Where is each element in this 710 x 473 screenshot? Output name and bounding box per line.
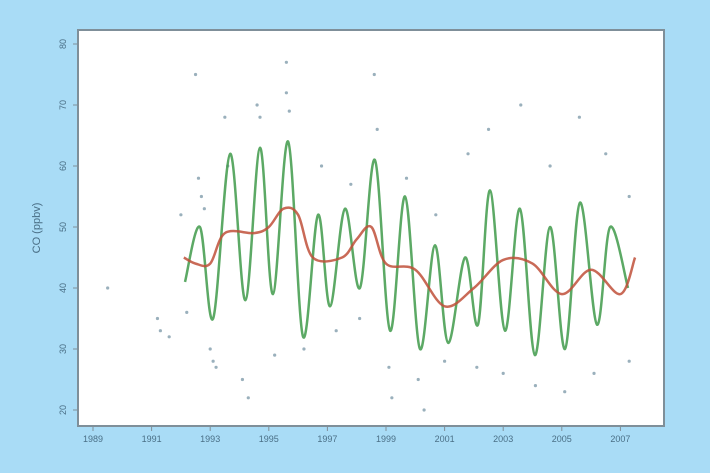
observation-point <box>548 164 552 168</box>
observation-point <box>372 72 376 77</box>
observation-point <box>627 194 631 199</box>
observation-point <box>443 359 447 363</box>
observation-point <box>319 164 324 168</box>
y-tick-label: 80 <box>58 39 68 49</box>
x-tick-label: 1993 <box>200 434 220 444</box>
x-tick-label: 1999 <box>376 434 396 444</box>
observation-point <box>258 115 262 119</box>
observation-point <box>208 347 212 351</box>
y-tick-label: 70 <box>58 100 68 110</box>
observation-point <box>199 194 204 199</box>
observation-point <box>106 286 110 290</box>
x-tick-label: 1995 <box>259 434 279 444</box>
trend-line <box>183 206 637 308</box>
observation-point <box>223 115 227 119</box>
observation-point <box>519 103 523 107</box>
observation-point <box>627 359 631 363</box>
observation-point <box>185 310 189 314</box>
y-tick-label: 30 <box>58 344 68 354</box>
y-tick-label: 20 <box>58 405 68 415</box>
x-tick-label: 1989 <box>83 434 103 444</box>
observation-point <box>434 213 438 217</box>
x-tick-label: 2003 <box>493 434 513 444</box>
observation-point <box>501 371 505 375</box>
y-tick-label: 60 <box>58 161 68 171</box>
observation-point <box>387 365 391 369</box>
observation-point <box>466 152 470 156</box>
observation-point <box>167 335 171 339</box>
observation-point <box>390 396 394 400</box>
observation-point <box>592 371 596 375</box>
observation-point <box>486 127 491 131</box>
observation-point <box>211 359 215 363</box>
y-axis-label: CO (ppbv) <box>31 203 43 254</box>
y-tick-label: 40 <box>58 283 68 293</box>
observation-point <box>404 176 409 180</box>
x-tick-label: 1997 <box>317 434 337 444</box>
x-tick-label: 1991 <box>142 434 162 444</box>
observation-point <box>375 127 379 131</box>
x-tick-label: 2007 <box>610 434 630 444</box>
observation-point <box>604 152 608 156</box>
observation-point <box>358 316 362 321</box>
seasonal-fit-line <box>183 140 630 357</box>
observation-point <box>202 207 206 211</box>
observation-point <box>416 377 420 382</box>
observation-point <box>334 329 338 333</box>
observation-point <box>273 353 277 357</box>
observation-point <box>193 72 198 77</box>
x-axis: 1989 1991 1993 1995 1997 1999 2001 2003 2005 2007 <box>83 426 630 444</box>
observation-point <box>179 213 183 217</box>
observation-point <box>577 115 581 119</box>
observation-point <box>196 176 201 180</box>
observation-point <box>302 347 306 351</box>
observation-points <box>106 60 631 412</box>
observation-point <box>158 329 162 333</box>
y-axis: 20 30 40 50 60 70 80 <box>58 39 78 415</box>
observation-point <box>255 103 259 107</box>
y-tick-label: 50 <box>58 222 68 232</box>
observation-point <box>349 182 353 186</box>
observation-point <box>475 365 479 369</box>
observation-point <box>155 316 160 321</box>
x-tick-label: 2005 <box>552 434 572 444</box>
observation-point <box>214 365 218 369</box>
observation-point <box>287 109 291 113</box>
observation-point <box>284 91 288 95</box>
observation-point <box>422 408 426 412</box>
observation-point <box>284 60 288 64</box>
observation-point <box>533 384 538 388</box>
observation-point <box>563 390 567 394</box>
observation-point <box>240 377 245 382</box>
observation-point <box>246 396 250 400</box>
x-tick-label: 2001 <box>435 434 455 444</box>
